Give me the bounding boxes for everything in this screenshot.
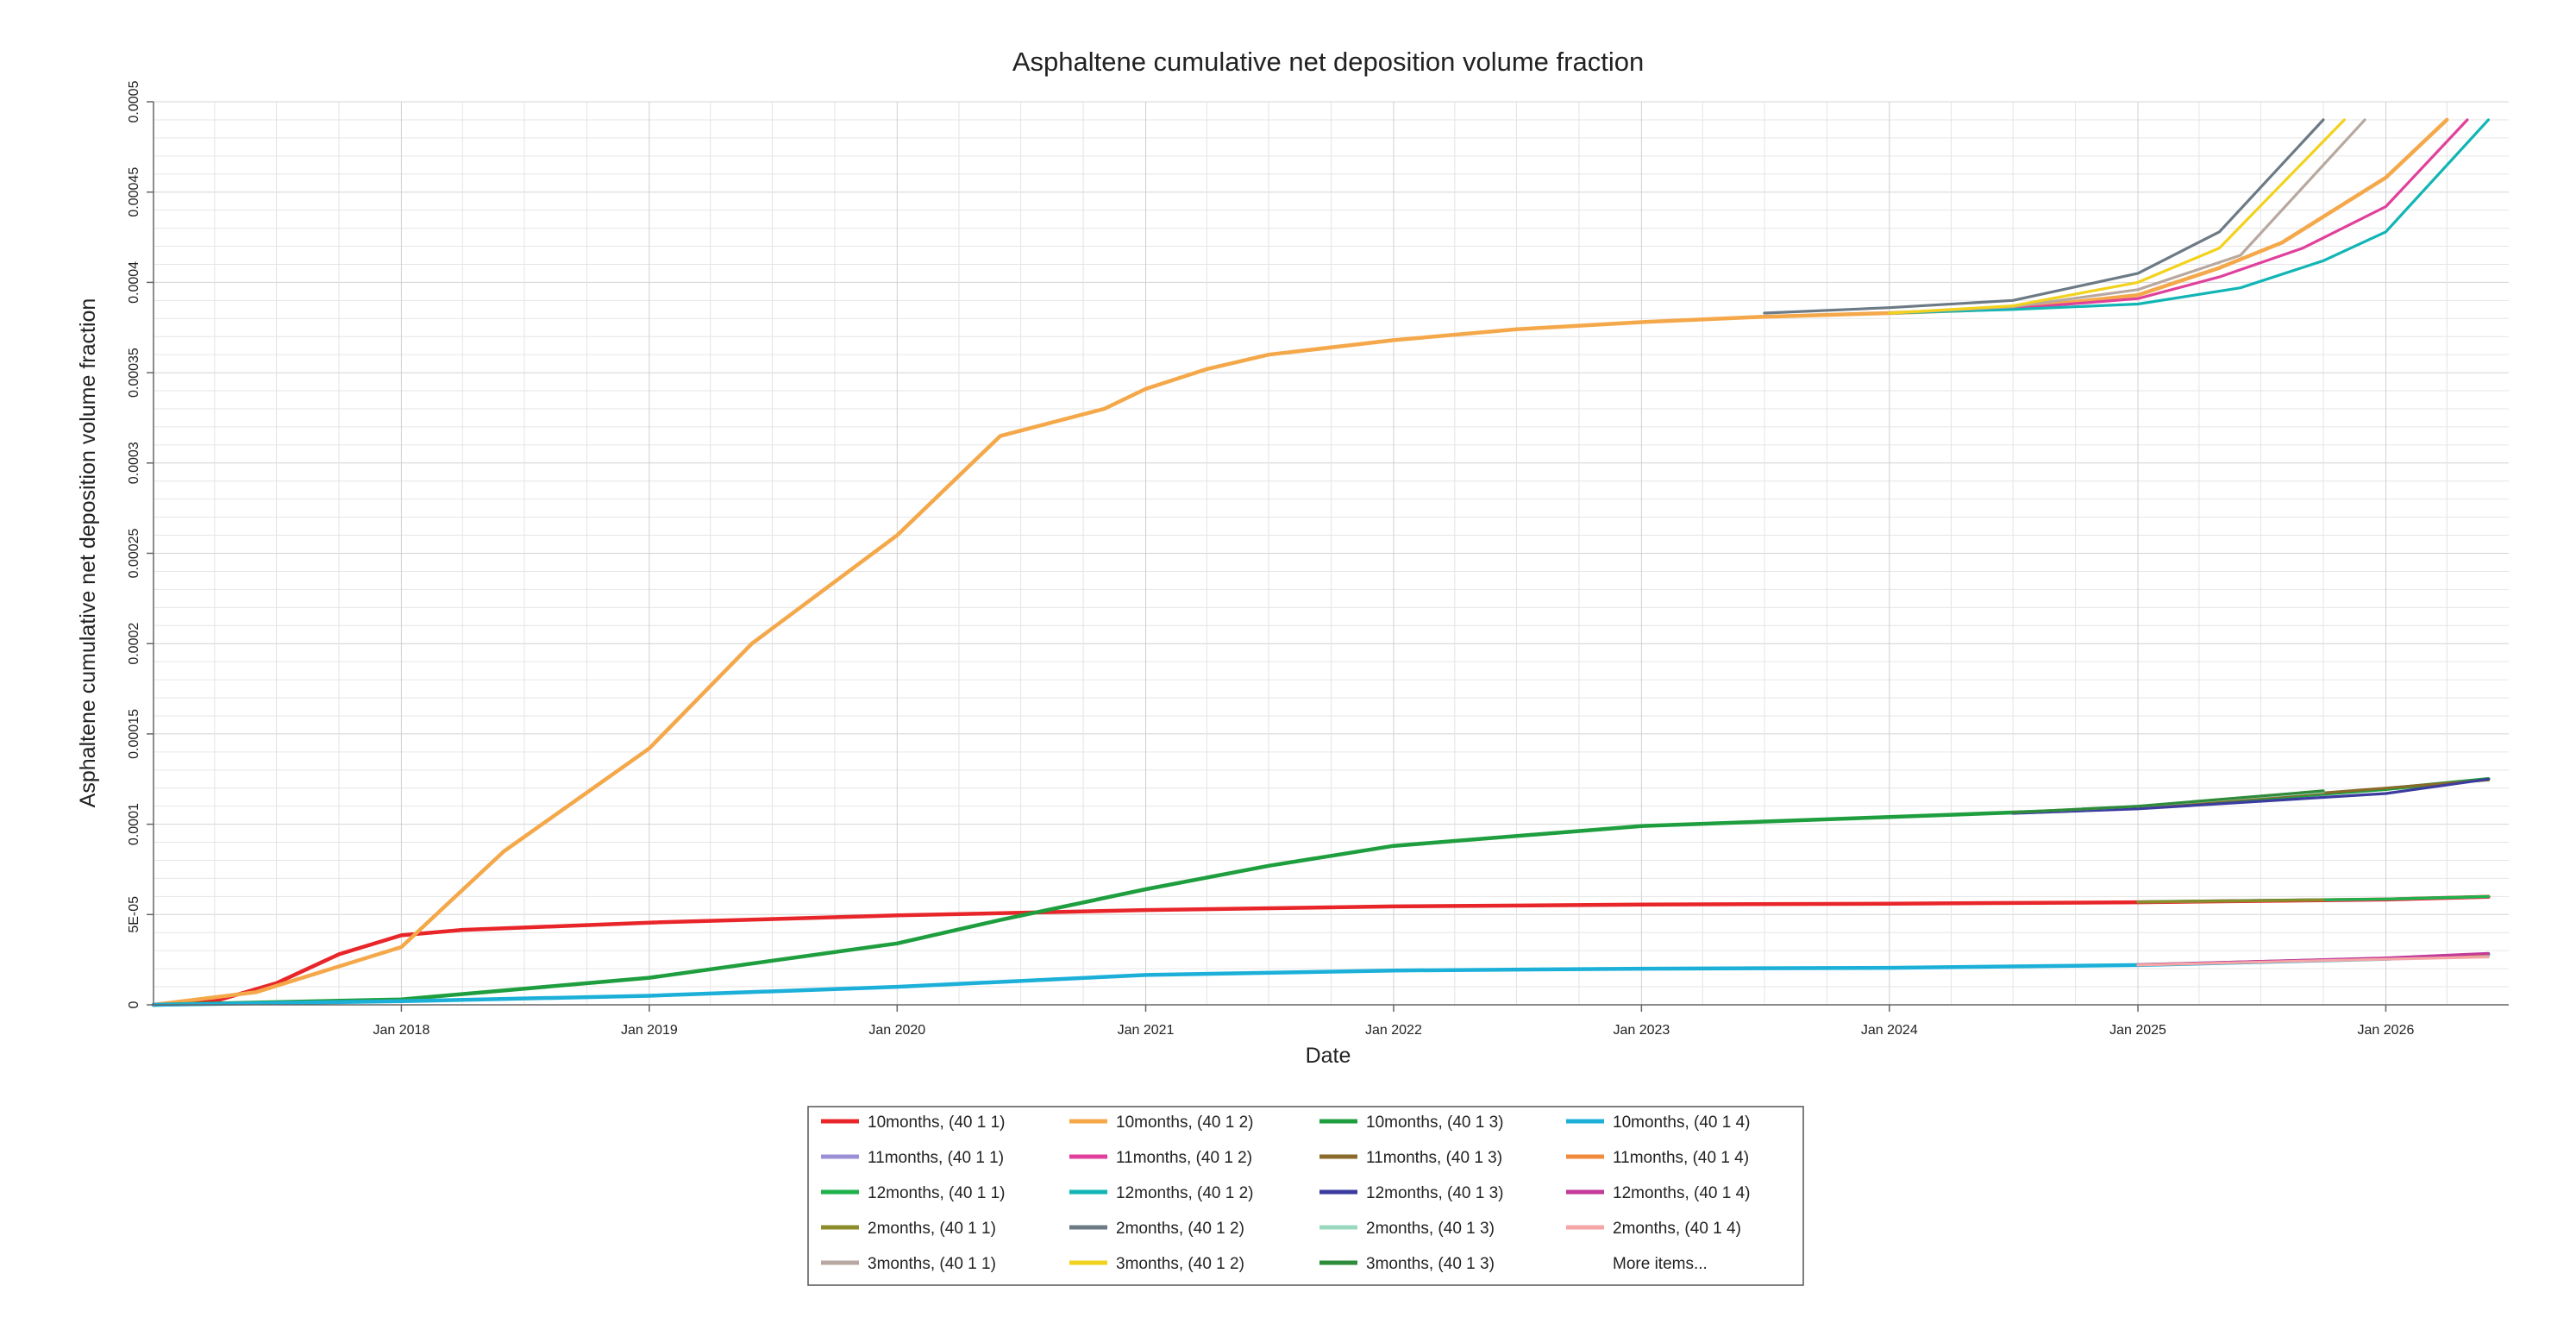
legend-item-label: 12months, (40 1 3) (1366, 1184, 1503, 1202)
legend-item-label: 2months, (40 1 3) (1366, 1220, 1495, 1238)
series-lines (151, 117, 2491, 1007)
y-tick-label: 0.0004 (127, 261, 141, 304)
y-tick-label: 0.00025 (127, 528, 141, 578)
legend-item-label: 12months, (40 1 4) (1613, 1184, 1750, 1202)
series-line (2011, 777, 2490, 815)
legend-item-label: 10months, (40 1 4) (1613, 1114, 1750, 1132)
legend-item-label: 10months, (40 1 3) (1366, 1114, 1503, 1132)
series-line (1763, 118, 2325, 315)
legend-item-label: 10months, (40 1 2) (1116, 1114, 1253, 1132)
legend-item-label: 11months, (40 1 4) (1613, 1149, 1749, 1167)
x-axis-label: Date (1306, 1044, 1351, 1068)
series-line (151, 894, 2491, 1007)
legend-item-label: 3months, (40 1 3) (1366, 1255, 1495, 1273)
legend-item-label: 3months, (40 1 2) (1116, 1255, 1244, 1273)
y-tick-label: 0.00045 (127, 167, 141, 217)
x-tick-label: Jan 2021 (1118, 1023, 1175, 1038)
series-line (1888, 118, 2346, 315)
legend-item-label: 11months, (40 1 1) (868, 1149, 1004, 1167)
legend-item-label: 12months, (40 1 2) (1116, 1184, 1253, 1202)
x-tick-label: Jan 2018 (373, 1023, 430, 1038)
y-axis-label: Asphaltene cumulative net deposition vol… (76, 298, 100, 808)
y-tick-label: 0 (127, 1001, 141, 1008)
chart-title: Asphaltene cumulative net deposition vol… (1012, 47, 1644, 77)
x-tick-label: Jan 2020 (868, 1023, 925, 1038)
y-tick-label: 0.00035 (127, 348, 141, 398)
y-tick-label: 0.0003 (127, 442, 141, 484)
legend-item-label: 2months, (40 1 4) (1613, 1220, 1741, 1238)
series-line (2136, 955, 2490, 967)
x-tick-label: Jan 2023 (1613, 1023, 1670, 1038)
series-line (2136, 898, 2325, 904)
legend-item-label: 12months, (40 1 1) (868, 1184, 1005, 1202)
series-line (1888, 118, 2490, 315)
y-tick-label: 0.00015 (127, 709, 141, 759)
legend-item-label: 11months, (40 1 2) (1116, 1149, 1252, 1167)
x-tick-label: Jan 2025 (2109, 1023, 2166, 1038)
x-tick-label: Jan 2022 (1365, 1023, 1422, 1038)
series-line (2011, 789, 2325, 814)
axes: 0 5E-05 0.0001 0.00015 0.0002 0.00025 0.0003 0.… (127, 80, 2509, 1038)
legend-item-label: 11months, (40 1 3) (1366, 1149, 1502, 1167)
x-tick-label: Jan 2024 (1861, 1023, 1918, 1038)
legend-more-items-link[interactable]: More items... (1613, 1255, 1708, 1273)
grid (154, 101, 2509, 1006)
legend: 10months, (40 1 1) 10months, (40 1 2) 10mo… (807, 1106, 1804, 1286)
x-tick-label: Jan 2026 (2358, 1023, 2415, 1038)
y-tick-label: 5E-05 (127, 896, 141, 933)
legend-item-label: 10months, (40 1 1) (868, 1114, 1005, 1132)
series-line (151, 117, 2449, 1007)
legend-item-label: 3months, (40 1 1) (868, 1255, 996, 1273)
legend-box (807, 1106, 1804, 1286)
legend-item-label: 2months, (40 1 1) (868, 1220, 996, 1238)
y-tick-label: 0.0002 (127, 623, 141, 665)
y-tick-label: 0.0005 (127, 80, 141, 122)
y-tick-label: 0.0001 (127, 803, 141, 845)
legend-item-label: 2months, (40 1 2) (1116, 1220, 1244, 1238)
x-tick-label: Jan 2019 (621, 1023, 678, 1038)
